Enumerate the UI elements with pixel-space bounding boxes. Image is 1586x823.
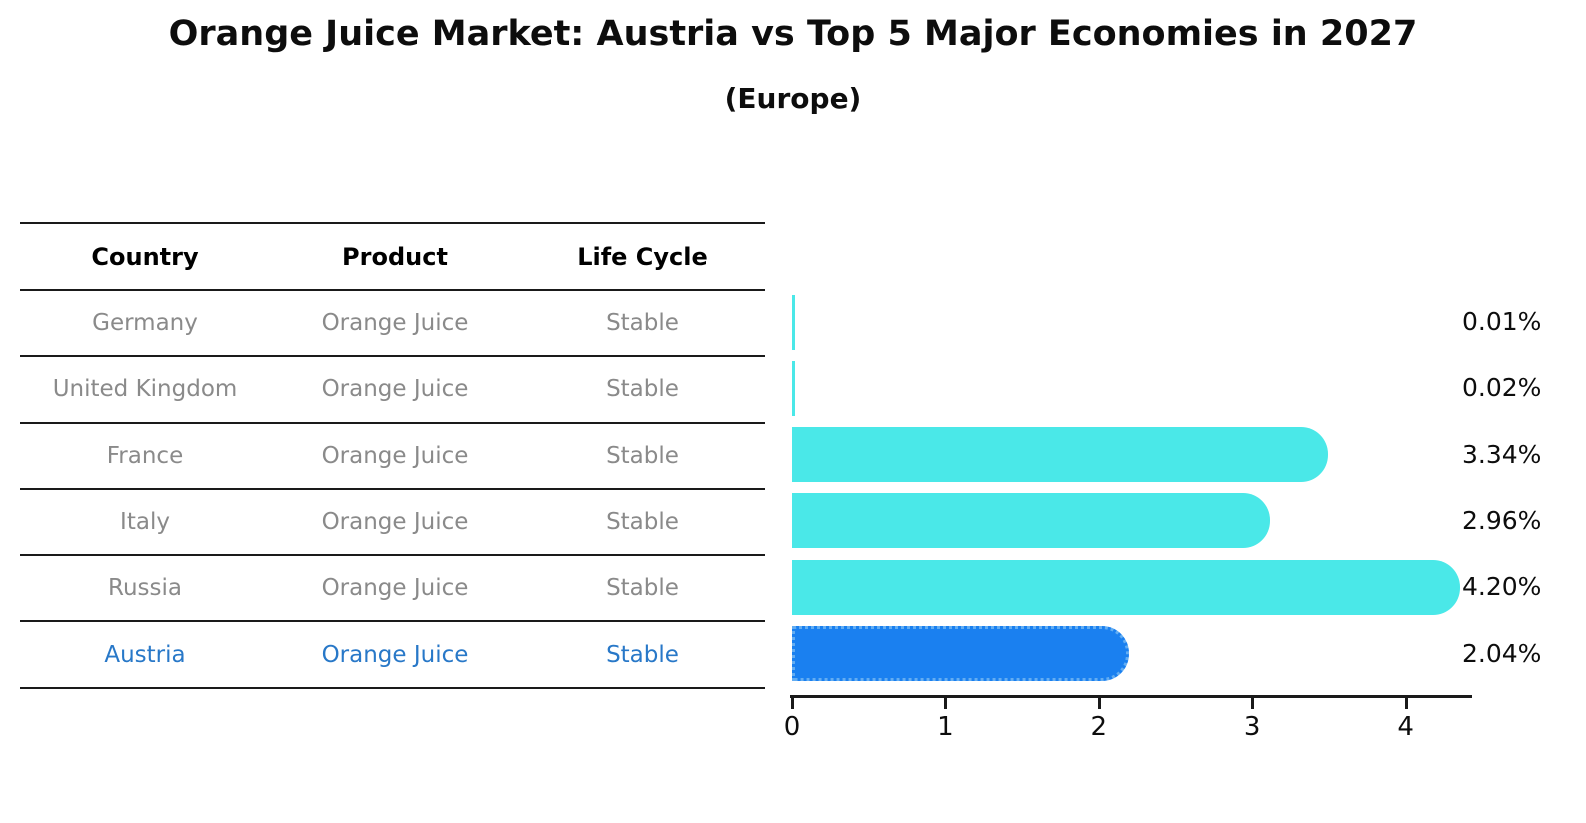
- bar-united-kingdom: [792, 360, 796, 416]
- table-body: Germany Orange Juice Stable United Kingdom O…: [20, 291, 765, 689]
- cell-product: Orange Juice: [321, 310, 469, 337]
- x-axis-tick: [1097, 698, 1101, 709]
- x-axis-tick-label: 4: [1397, 712, 1414, 742]
- cell-lifecycle: Stable: [606, 509, 679, 536]
- cell-product: Orange Juice: [321, 641, 469, 668]
- column-header-product: Product: [342, 242, 448, 271]
- column-header-lifecycle: Life Cycle: [577, 242, 708, 271]
- cell-product: Orange Juice: [321, 509, 469, 536]
- x-axis-tick-label: 1: [937, 712, 954, 742]
- bar-germany: [792, 294, 795, 350]
- x-axis-line: [790, 695, 1472, 698]
- table-row: Russia Orange Juice Stable: [20, 556, 765, 623]
- bar-austria: [792, 626, 1129, 681]
- page-title: Orange Juice Market: Austria vs Top 5 Ma…: [168, 14, 1418, 54]
- x-axis-tick: [791, 698, 794, 709]
- x-axis-tick-label: 0: [783, 712, 801, 742]
- cell-lifecycle: Stable: [606, 376, 679, 403]
- data-table: Country Product Life Cycle Germany Orange…: [20, 222, 765, 689]
- cell-country: United Kingdom: [52, 376, 238, 403]
- value-label: 4.20%: [1462, 572, 1542, 602]
- x-axis-tick-label: 3: [1243, 712, 1261, 742]
- value-label: 2.04%: [1462, 638, 1542, 668]
- value-label: 3.34%: [1462, 439, 1542, 469]
- table-row: France Orange Juice Stable: [20, 424, 765, 490]
- page-subtitle: (Europe): [724, 82, 862, 115]
- cell-product: Orange Juice: [321, 376, 469, 403]
- value-label: 0.02%: [1462, 373, 1542, 403]
- table-row: United Kingdom Orange Juice Stable: [20, 357, 765, 424]
- cell-lifecycle: Stable: [606, 442, 679, 469]
- cell-lifecycle: Stable: [606, 575, 679, 602]
- cell-country: Italy: [120, 509, 170, 536]
- x-axis-tick-label: 2: [1090, 712, 1108, 742]
- x-axis-tick: [1404, 698, 1408, 709]
- cell-lifecycle: Stable: [606, 641, 679, 668]
- cell-product: Orange Juice: [321, 575, 469, 602]
- cell-product: Orange Juice: [321, 442, 469, 469]
- column-header-country: Country: [91, 242, 199, 271]
- table-row: Austria Orange Juice Stable: [20, 622, 765, 689]
- cell-lifecycle: Stable: [606, 310, 679, 337]
- value-label: 0.01%: [1462, 307, 1542, 336]
- table-row: Italy Orange Juice Stable: [20, 490, 765, 557]
- x-axis-tick: [1251, 698, 1255, 709]
- value-label: 2.96%: [1462, 505, 1542, 535]
- cell-country: France: [106, 442, 184, 469]
- table-row: Germany Orange Juice Stable: [20, 291, 765, 358]
- x-axis-tick: [944, 698, 948, 709]
- cell-country: Russia: [108, 575, 182, 602]
- bar-france: [792, 427, 1329, 483]
- bar-russia: [792, 559, 1461, 615]
- bar-italy: [792, 493, 1271, 549]
- table-header-row: Country Product Life Cycle: [20, 224, 765, 291]
- cell-country: Germany: [92, 310, 198, 337]
- cell-country: Austria: [104, 641, 186, 668]
